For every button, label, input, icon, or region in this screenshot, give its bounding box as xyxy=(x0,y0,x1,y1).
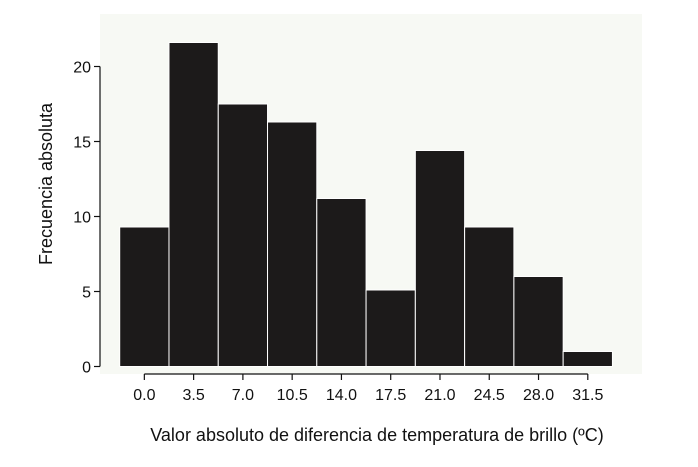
x-axis: 0.0 3.5 7.0 10.5 14.0 17.5 21.0 24.5 28.0 31.5 xyxy=(133,373,603,404)
x-tick-label-31.5: 31.5 xyxy=(572,387,603,404)
bar-21.0 xyxy=(414,150,466,367)
y-tick-label-15: 15 xyxy=(73,135,91,152)
bars-group xyxy=(119,42,613,367)
x-tick-label-28.0: 28.0 xyxy=(523,387,554,404)
y-tick-label-10: 10 xyxy=(73,210,91,227)
y-tick-label-0: 0 xyxy=(82,360,91,377)
y-axis: 0 5 10 15 20 xyxy=(73,60,101,377)
bar-10.5 xyxy=(267,121,318,367)
y-tick-label-5: 5 xyxy=(82,285,91,302)
bar-14.0 xyxy=(316,198,367,367)
x-tick-label-0.0: 0.0 xyxy=(133,387,155,404)
x-tick-label-21.0: 21.0 xyxy=(424,387,455,404)
x-tick-label-7.0: 7.0 xyxy=(232,387,254,404)
x-tick-label-14.0: 14.0 xyxy=(326,387,357,404)
x-axis-title: Valor absoluto de diferencia de temperat… xyxy=(150,425,603,445)
bar-28.0 xyxy=(513,276,564,367)
bar-3.5 xyxy=(168,42,219,367)
bar-0.0 xyxy=(119,226,170,367)
bar-31.5 xyxy=(562,351,613,367)
x-tick-label-17.5: 17.5 xyxy=(375,387,406,404)
y-tick-label-20: 20 xyxy=(73,60,91,77)
x-tick-label-10.5: 10.5 xyxy=(277,387,308,404)
y-axis-title: Frecuencia absoluta xyxy=(36,102,56,265)
bar-17.5 xyxy=(365,289,416,367)
x-tick-label-24.5: 24.5 xyxy=(474,387,505,404)
bar-7.0 xyxy=(217,103,269,367)
bar-24.5 xyxy=(464,226,515,367)
x-tick-label-3.5: 3.5 xyxy=(182,387,204,404)
